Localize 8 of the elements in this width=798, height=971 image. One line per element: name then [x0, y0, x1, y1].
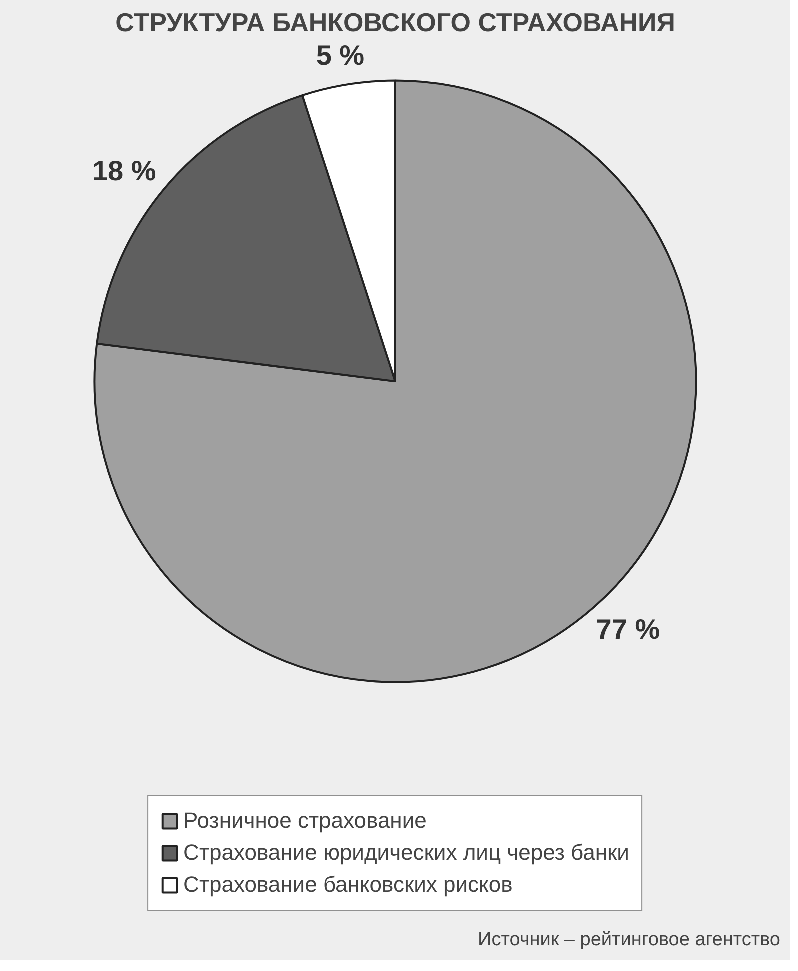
data-label: 77 % [596, 614, 660, 645]
legend-label: Страхование юридических лиц через банки [184, 840, 630, 866]
legend-label: Страхование банковских рисков [184, 872, 513, 898]
chart-title: СТРУКТУРА БАНКОВСКОГО СТРАХОВАНИЯ [116, 8, 676, 38]
data-label: 18 % [92, 156, 156, 187]
legend-label: Розничное страхование [184, 808, 427, 834]
text: Источник – рейтинговое агентство [478, 930, 780, 951]
data-label: 5 % [316, 40, 365, 71]
